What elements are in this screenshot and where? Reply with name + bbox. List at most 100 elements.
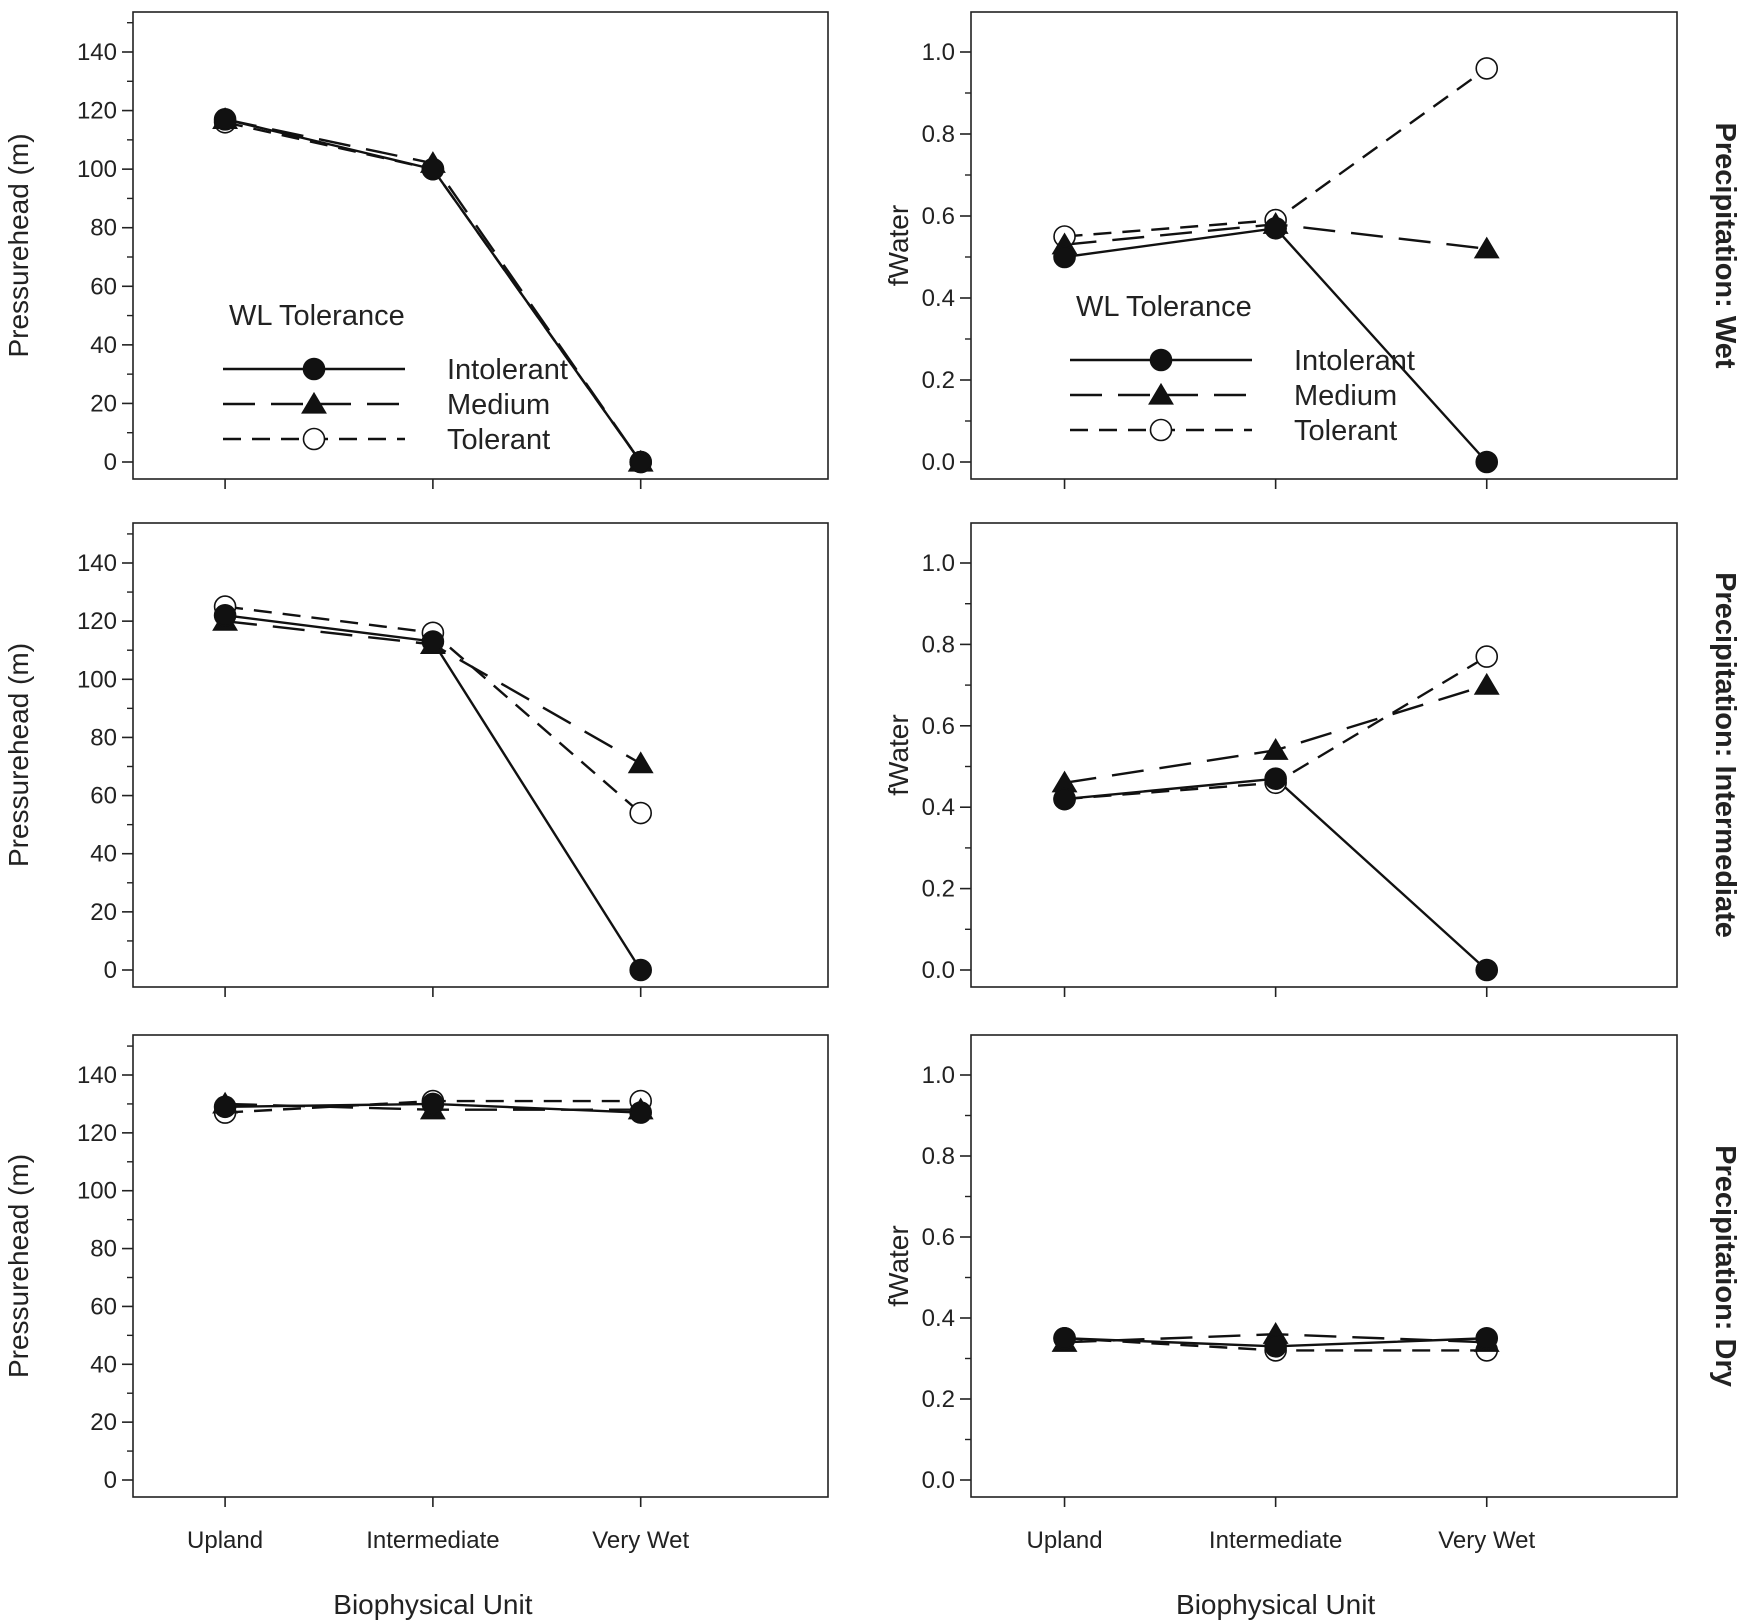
plot-frame (132, 522, 829, 988)
y-axis-label: fWater (883, 714, 914, 795)
point-tolerant-very-wet (629, 801, 652, 825)
x-tick-label: Very Wet (1438, 1527, 1535, 1554)
point-medium-intermediate (1262, 738, 1289, 760)
panel-wet-pressurehead: 0 20 40 60 80 100 120 140 Pressurehead (m) WL Tol… (3, 11, 829, 489)
y-tick-label: 40 (90, 841, 117, 868)
y-tick-label: 0 (104, 1467, 117, 1494)
legend-label-tolerant: Tolerant (1294, 415, 1397, 447)
x-tick-label: Upland (1027, 1527, 1103, 1554)
panel-intermediate-pressurehead: 0 20 40 60 80 100 120 140 Pressurehead (m) (3, 522, 829, 997)
point-intolerant-intermediate (421, 630, 445, 653)
legend-marker-tolerant (1149, 418, 1173, 442)
point-intolerant-upland (213, 1095, 237, 1119)
point-intolerant-intermediate (1264, 1335, 1287, 1358)
point-tolerant-very-wet (1475, 57, 1499, 80)
y-tick-label: 1.0 (922, 1062, 955, 1089)
y-tick-label: 120 (77, 98, 117, 125)
y-axis-label: fWater (883, 205, 914, 286)
panel-dry-pressurehead: 0 20 40 60 80 100 120 140 Upland Intermediate Very… (3, 1034, 829, 1620)
point-medium-very-wet (1473, 236, 1500, 259)
y-tick-label: 100 (77, 1178, 117, 1205)
panel-wet-fwater: 0.0 0.2 0.4 0.6 0.8 1.0 fWater WL Tolerance Into… (883, 11, 1678, 489)
legend-label-medium: Medium (447, 389, 550, 421)
point-tolerant-very-wet (1475, 645, 1499, 668)
y-tick-label: 20 (90, 1409, 117, 1436)
y-tick-label: 0.6 (922, 203, 955, 230)
y-tick-label: 0.6 (922, 713, 955, 740)
y-tick-label: 0.2 (922, 367, 955, 394)
y-tick-label: 0.4 (922, 794, 955, 821)
y-tick-label: 0.0 (922, 1467, 955, 1494)
point-intolerant-very-wet (1475, 958, 1499, 982)
point-intolerant-upland (213, 604, 237, 627)
row-label: Precipitation: Dry (1709, 1145, 1741, 1387)
y-tick-label: 40 (90, 332, 117, 359)
y-tick-label: 0.4 (922, 285, 955, 312)
y-tick-label: 140 (77, 39, 117, 66)
plot-frame (970, 11, 1678, 480)
y-tick-label: 0.2 (922, 1386, 955, 1413)
x-axis-label: Biophysical Unit (1176, 1589, 1375, 1620)
row-label: Precipitation: Wet (1709, 123, 1741, 369)
y-tick-label: 60 (90, 783, 117, 810)
legend-title: WL Tolerance (1076, 291, 1252, 323)
x-tick-label: Intermediate (366, 1527, 499, 1554)
y-tick-label: 20 (90, 390, 117, 417)
y-axis-label: Pressurehead (m) (3, 133, 34, 357)
y-tick-label: 0 (104, 449, 117, 476)
plot-frame (970, 522, 1678, 988)
y-axis-label: Pressurehead (m) (3, 1154, 34, 1378)
series-line-intolerant (1064, 227, 1488, 463)
point-intolerant-upland (1053, 1326, 1076, 1350)
y-tick-label: 60 (90, 1293, 117, 1320)
x-axis-label: Biophysical Unit (333, 1589, 532, 1620)
plot-frame (132, 11, 829, 480)
y-tick-label: 60 (90, 273, 117, 300)
y-tick-label: 140 (77, 550, 117, 577)
row-label: Precipitation: Intermediate (1709, 572, 1741, 938)
legend-marker-medium (1148, 382, 1174, 405)
point-medium-very-wet (627, 751, 654, 774)
legend-label-medium: Medium (1294, 380, 1397, 412)
y-tick-label: 120 (77, 608, 117, 635)
y-tick-label: 40 (90, 1351, 117, 1378)
point-intolerant-upland (213, 108, 237, 131)
point-intolerant-very-wet (629, 958, 652, 982)
y-axis-label: Pressurehead (m) (3, 643, 34, 867)
y-tick-label: 0.4 (922, 1305, 955, 1332)
legend-marker-tolerant (302, 427, 326, 451)
point-intolerant-upland (1053, 245, 1076, 269)
point-intolerant-intermediate (421, 1092, 445, 1116)
legend-marker-intolerant (1149, 348, 1173, 372)
y-tick-label: 0 (104, 957, 117, 984)
y-tick-label: 100 (77, 156, 117, 183)
y-tick-label: 140 (77, 1062, 117, 1089)
point-intolerant-upland (1053, 787, 1076, 811)
point-intolerant-very-wet (629, 450, 652, 474)
y-tick-label: 1.0 (922, 39, 955, 66)
y-tick-label: 0.6 (922, 1224, 955, 1251)
point-intolerant-intermediate (421, 157, 445, 181)
legend-marker-intolerant (302, 357, 326, 381)
legend-label-intolerant: Intolerant (1294, 345, 1415, 377)
y-tick-label: 20 (90, 899, 117, 926)
legend-label-intolerant: Intolerant (447, 354, 568, 386)
y-tick-label: 1.0 (922, 550, 955, 577)
legend-label-tolerant: Tolerant (447, 424, 550, 456)
legend-title: WL Tolerance (229, 300, 405, 332)
panel-intermediate-fwater: 0.0 0.2 0.4 0.6 0.8 1.0 fWater (883, 522, 1678, 997)
plot-frame (970, 1034, 1678, 1498)
point-intolerant-very-wet (1475, 450, 1499, 474)
y-tick-label: 0.0 (922, 449, 955, 476)
y-tick-label: 0.8 (922, 1143, 955, 1170)
y-tick-label: 80 (90, 215, 117, 242)
x-tick-label: Intermediate (1209, 1527, 1342, 1554)
point-intolerant-intermediate (1264, 767, 1287, 791)
y-tick-label: 80 (90, 1236, 117, 1263)
series-line-intolerant (1064, 777, 1488, 971)
plot-frame (132, 1034, 829, 1498)
point-intolerant-intermediate (1264, 217, 1287, 240)
